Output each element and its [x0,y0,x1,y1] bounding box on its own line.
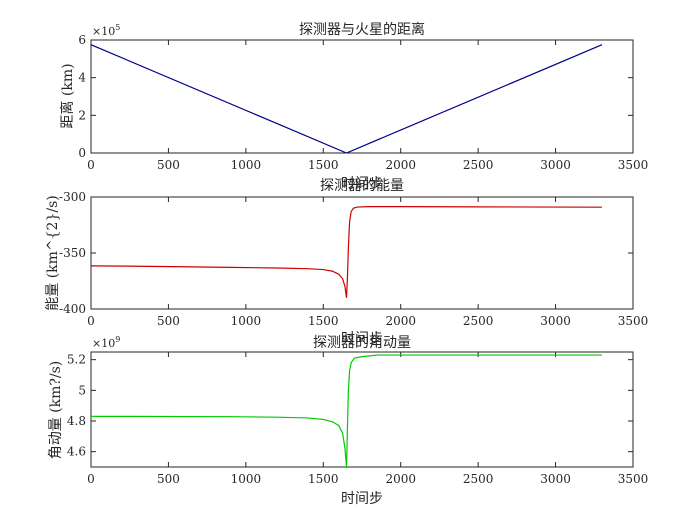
x-tick-label: 1500 [308,158,339,172]
x-tick-label: 2000 [385,158,416,172]
x-tick-label: 2000 [385,472,416,486]
x-tick-label: 2500 [463,314,494,328]
y-tick-label: 2 [78,108,86,122]
x-axis-label-overlap: 时间步 [341,331,383,347]
x-tick-label: 2500 [463,472,494,486]
chart-title: 探测器的能量 [320,178,404,194]
y-tick-label: 4.6 [67,445,86,459]
x-axis-label: 时间步 [341,176,383,192]
chart-title: 探测器的角动量 [313,335,411,351]
x-tick-label: 1000 [231,314,262,328]
y-ticks: -400 -350 -300 [59,190,633,316]
plot-area [90,196,634,310]
x-tick-label: 0 [87,314,95,328]
y-exponent-text: 5 [115,23,120,32]
y-tick-label: -350 [59,246,86,260]
y-axis-multiplier: ×105 [92,23,120,38]
x-axis-label: 时间步 [341,491,383,507]
series-line [91,354,603,467]
y-multiplier-text: ×10 [92,337,115,350]
series-line [91,206,603,298]
x-tick-label: 1000 [231,472,262,486]
subplot-angular-momentum: 0 500 1000 1500 2000 2500 3000 3500 4.64.855.2 … [48,331,648,507]
x-tick-label: 3000 [540,472,571,486]
chart-title: 探测器与火星的距离 [299,21,425,38]
x-tick-label: 500 [157,314,180,328]
x-tick-label: 3000 [540,158,571,172]
y-ticks: 4.6 4.8 5 5.2 [67,353,633,459]
y-tick-label: 4 [78,71,86,85]
y-axis-multiplier: ×109 [92,335,120,350]
y-tick-label: 4.8 [67,414,86,428]
x-tick-label: 3000 [540,314,571,328]
x-tick-label: 1500 [308,314,339,328]
y-tick-label: -400 [59,302,86,316]
plot-area [90,351,634,468]
y-tick-label: -300 [59,190,86,204]
series-line [91,44,603,153]
x-tick-label: 3500 [618,314,649,328]
y-exponent-text: 9 [115,335,120,344]
x-tick-label: 500 [157,158,180,172]
x-ticks: 0 500 1000 1500 2000 2500 3000 3500 [87,197,648,328]
x-tick-label: 0 [87,472,95,486]
x-tick-label: 3500 [618,472,649,486]
x-tick-label: 1500 [308,472,339,486]
subplot-energy: 0 500 1000 1500 2000 2500 3000 3500 -400 -350 -30… [45,176,648,328]
y-tick-label: 5.2 [67,353,86,367]
y-tick-label: 6 [78,33,86,47]
x-tick-label: 500 [157,472,180,486]
x-tick-label: 2500 [463,158,494,172]
x-tick-label: 2000 [385,314,416,328]
y-axis-label: 角动量 (km?/s) [48,361,64,460]
plot-area [90,39,634,154]
y-axis-label: 距离 (km) [59,63,76,128]
y-axis-label: 能量 (km^{2}/s) [45,195,61,311]
y-multiplier-text: ×10 [92,25,115,38]
y-tick-label: 0 [78,146,86,160]
y-ticks: 0 2 4 6 [78,33,633,160]
x-ticks: 0 500 1000 1500 2000 2500 3000 3500 [87,352,648,486]
x-tick-label: 1000 [231,158,262,172]
x-tick-label: 3500 [618,158,649,172]
x-ticks: 0 500 1000 1500 2000 2500 3000 3500 [87,40,648,172]
subplot-distance: 0 500 1000 1500 2000 2500 3000 3500 0 2 4 6 探测器与火星… [59,21,648,172]
x-tick-label: 0 [87,158,95,172]
y-tick-label: 5 [78,383,86,397]
